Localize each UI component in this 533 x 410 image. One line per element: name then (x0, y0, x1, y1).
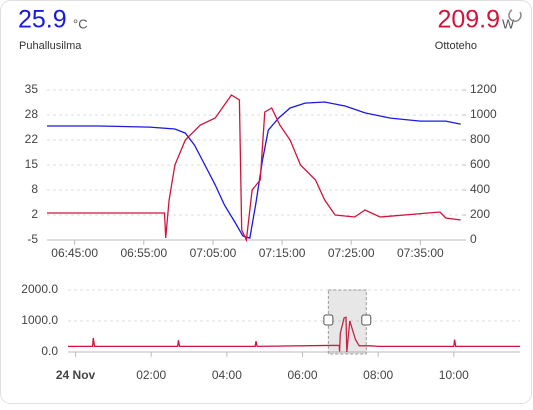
x-tick-label: 08:00 (363, 368, 393, 382)
y2-tick-label: 1200 (470, 82, 497, 96)
x-tick-label: 06:00 (287, 368, 317, 382)
y-tick-label: 15 (25, 157, 39, 171)
y-tick-label: 2000.0 (21, 282, 58, 296)
y-tick-label: 22 (25, 132, 39, 146)
y-tick-label: 28 (25, 107, 39, 121)
brush-handle[interactable] (323, 314, 334, 326)
brush[interactable] (327, 289, 367, 355)
x-tick-label: 07:15:00 (259, 246, 306, 260)
x-tick-label: 10:00 (439, 368, 469, 382)
x-tick-label: 07:25:00 (328, 246, 375, 260)
x-tick-label: 04:00 (212, 368, 242, 382)
series-line (47, 94, 461, 243)
y-tick-label: -5 (27, 232, 38, 246)
x-tick-label: 06:55:00 (120, 246, 167, 260)
y-tick-label: 2 (31, 207, 38, 221)
y-tick-label: 35 (25, 82, 39, 96)
left-label: Puhallusilma (19, 40, 82, 52)
left-unit: °C (73, 16, 88, 31)
y-tick-label: 8 (31, 182, 38, 196)
right-value: 209.9 (437, 6, 500, 34)
right-label: Ottoteho (435, 40, 477, 52)
y-tick-label: 0.0 (41, 344, 58, 358)
y2-tick-label: 1000 (470, 107, 497, 121)
y2-tick-label: 0 (470, 232, 477, 246)
series-line (68, 316, 520, 353)
y2-tick-label: 200 (470, 207, 490, 221)
y-tick-label: 1000.0 (21, 313, 58, 327)
x-tick-label: 07:05:00 (190, 246, 237, 260)
refresh-icon[interactable] (508, 9, 522, 22)
right-unit: W (502, 16, 515, 31)
brush-handle[interactable] (361, 314, 372, 326)
x-tick-label: 02:00 (136, 368, 166, 382)
y2-tick-label: 400 (470, 182, 490, 196)
y2-tick-label: 800 (470, 132, 490, 146)
x-tick-label: 06:45:00 (51, 246, 98, 260)
series-line (47, 101, 461, 239)
left-value: 25.9 (18, 6, 67, 34)
y2-tick-label: 600 (470, 157, 490, 171)
x-tick-label: 07:35:00 (397, 246, 444, 260)
x-tick-label: 24 Nov (56, 368, 96, 382)
